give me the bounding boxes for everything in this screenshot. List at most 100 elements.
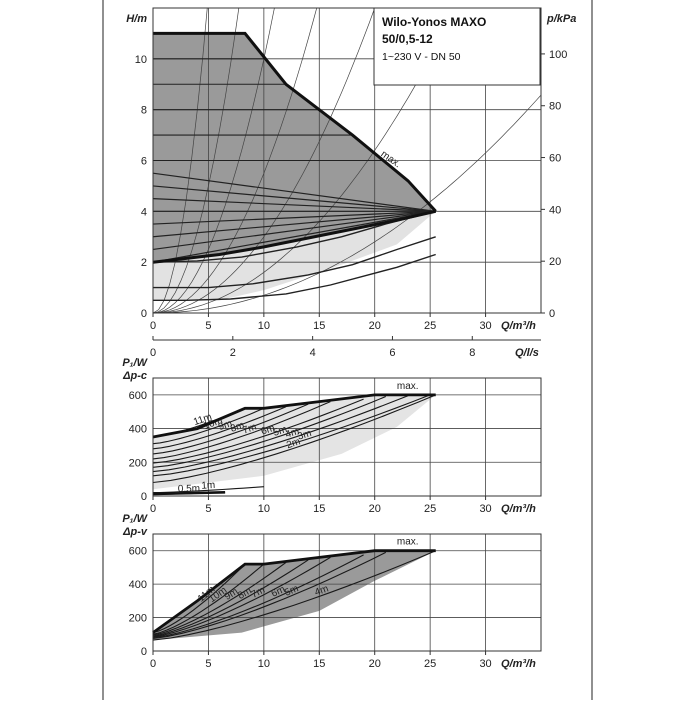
dpv-frame [152, 533, 542, 652]
head-system-curve-4 [153, 8, 275, 313]
dpv-curve-label-6: 5m [283, 583, 300, 599]
dpv-ytick-label-2: 400 [129, 579, 147, 591]
head-ytick-label-5: 10 [135, 54, 147, 66]
dpc-xtick-label-2: 10 [258, 503, 270, 515]
dpv-curve-2 [152, 561, 287, 636]
head-ytick-label-4: 8 [141, 105, 147, 117]
head-setpoint-line-6 [152, 185, 436, 212]
dpc-curve-10 [152, 486, 264, 494]
dpv-ytick-label-0: 0 [141, 646, 147, 658]
dpv-xtick-label-2: 10 [258, 658, 270, 670]
head-min-curve [152, 209, 437, 264]
head-xtick2-label-3: 6 [389, 347, 395, 359]
dpc-curve-label-3: 8m [229, 420, 246, 435]
dpc-ylabel-line2: Δp-c [122, 370, 147, 382]
head-setpoint-line-2 [152, 210, 436, 238]
dpc-curve-8 [152, 394, 431, 477]
dpc-curve-1 [152, 407, 265, 445]
dpc-xtick-label-1: 5 [205, 503, 211, 515]
dpv-curve-5 [152, 554, 364, 639]
dpv-xlabel: Q/m³/h [501, 658, 536, 670]
dpv-ytick-label-3: 600 [129, 546, 147, 558]
dpc-xtick-label-4: 20 [369, 503, 381, 515]
head-ylabel: H/m [126, 13, 147, 25]
title-line2: 50/0,5-12 [382, 32, 433, 46]
head-frame [152, 7, 542, 314]
dpc-curve-3 [152, 403, 309, 455]
head-low-curve-1 [153, 236, 436, 289]
dpv-ylabel-line1: P₁/W [122, 513, 148, 525]
dpc-xtick-label-3: 15 [313, 503, 325, 515]
dpc-curve-label-4: 7m [241, 421, 258, 436]
dpc-curve-2 [152, 406, 287, 450]
head-ytick-label-3: 6 [141, 156, 147, 168]
dpv-xtick-label-0: 0 [150, 658, 156, 670]
head-xtick2-label-1: 2 [230, 347, 236, 359]
head-system-curve-0 [153, 94, 541, 313]
dpc-xtick-label-5: 25 [424, 503, 436, 515]
head-setpoint-line-3 [152, 210, 436, 225]
dpv-curve-4 [152, 556, 331, 638]
dpc-curve-7 [152, 395, 409, 473]
title-box: Wilo-Yonos MAXO 50/0,5-12 1~230 V - DN 5… [373, 7, 541, 86]
dpv-curve-0 [152, 563, 246, 634]
dpc-ytick-label-0: 0 [141, 491, 147, 503]
head-system-curve-3 [153, 8, 318, 313]
dpc-low-envelope [152, 491, 226, 496]
head-xtick2-label-4: 8 [469, 347, 475, 359]
head-system-curve-5 [153, 8, 240, 313]
head-xtick-label-3: 15 [313, 320, 325, 332]
head-xtick-label-4: 20 [369, 320, 381, 332]
head-setpoint-line-1 [152, 210, 436, 251]
dpc-ytick-label-1: 200 [129, 457, 147, 469]
subtitle: 1~230 V - DN 50 [382, 51, 461, 63]
dpv-xtick-label-5: 25 [424, 658, 436, 670]
head-ytick-label-1: 2 [141, 257, 147, 269]
head-ylabel-right: p/kPa [546, 13, 576, 25]
dpv-envelope [152, 549, 436, 634]
title-line1: Wilo-Yonos MAXO [382, 15, 486, 29]
head-ytick-right-label-3: 60 [549, 153, 561, 165]
title-box-frame [373, 7, 541, 86]
head-ytick-right-label-4: 80 [549, 101, 561, 113]
dpv-xtick-label-6: 30 [479, 658, 491, 670]
dpc-xtick-label-6: 30 [479, 503, 491, 515]
dpv-curve-3 [152, 559, 309, 637]
dpv-max-label: max. [397, 537, 419, 548]
head-ytick-right-label-2: 40 [549, 204, 561, 216]
head-xtick-label-5: 25 [424, 320, 436, 332]
head-xtick-label-1: 5 [205, 320, 211, 332]
dpc-ytick-label-2: 400 [129, 424, 147, 436]
dpc-curve-label-8: 3m [296, 428, 313, 443]
dpv-xtick-label-1: 5 [205, 658, 211, 670]
dpc-frame [152, 377, 542, 497]
head-low-curve-0 [153, 253, 436, 301]
head-ytick-right-label-5: 100 [549, 49, 567, 61]
head-xtick2-label-0: 0 [150, 347, 156, 359]
head-ytick-right-label-0: 0 [549, 308, 555, 320]
dpc-ytick-label-3: 600 [129, 390, 147, 402]
dpc-curve-4 [152, 401, 331, 460]
head-setpoint-line-5 [152, 198, 436, 212]
head-xtick2-label-2: 4 [310, 347, 316, 359]
head-ytick-label-2: 4 [141, 206, 147, 218]
dpc-curve-label-9: 2m [285, 436, 302, 451]
dpv-curve-7 [152, 550, 436, 641]
dpc-curve-label-6: 5m [272, 424, 289, 439]
head-setpoint-line-0 [152, 210, 436, 263]
dpv-xtick-label-3: 15 [313, 658, 325, 670]
dpv-ytick-label-1: 200 [129, 613, 147, 625]
head-ytick-right-label-1: 20 [549, 256, 561, 268]
dpc-xlabel: Q/m³/h [501, 503, 536, 515]
dpc-ylabel-line1: P₁/W [122, 357, 148, 369]
dpc-curve-label-11: 0,5m [178, 483, 200, 495]
dpc-curve-label-7: 4m [284, 426, 301, 441]
head-low-curve-2 [152, 210, 436, 263]
head-max-curve [153, 31, 437, 213]
dpv-curve-1 [152, 563, 265, 635]
dpc-max-label: max. [397, 381, 419, 392]
dpv-ylabel-line2: Δp-v [122, 526, 148, 538]
